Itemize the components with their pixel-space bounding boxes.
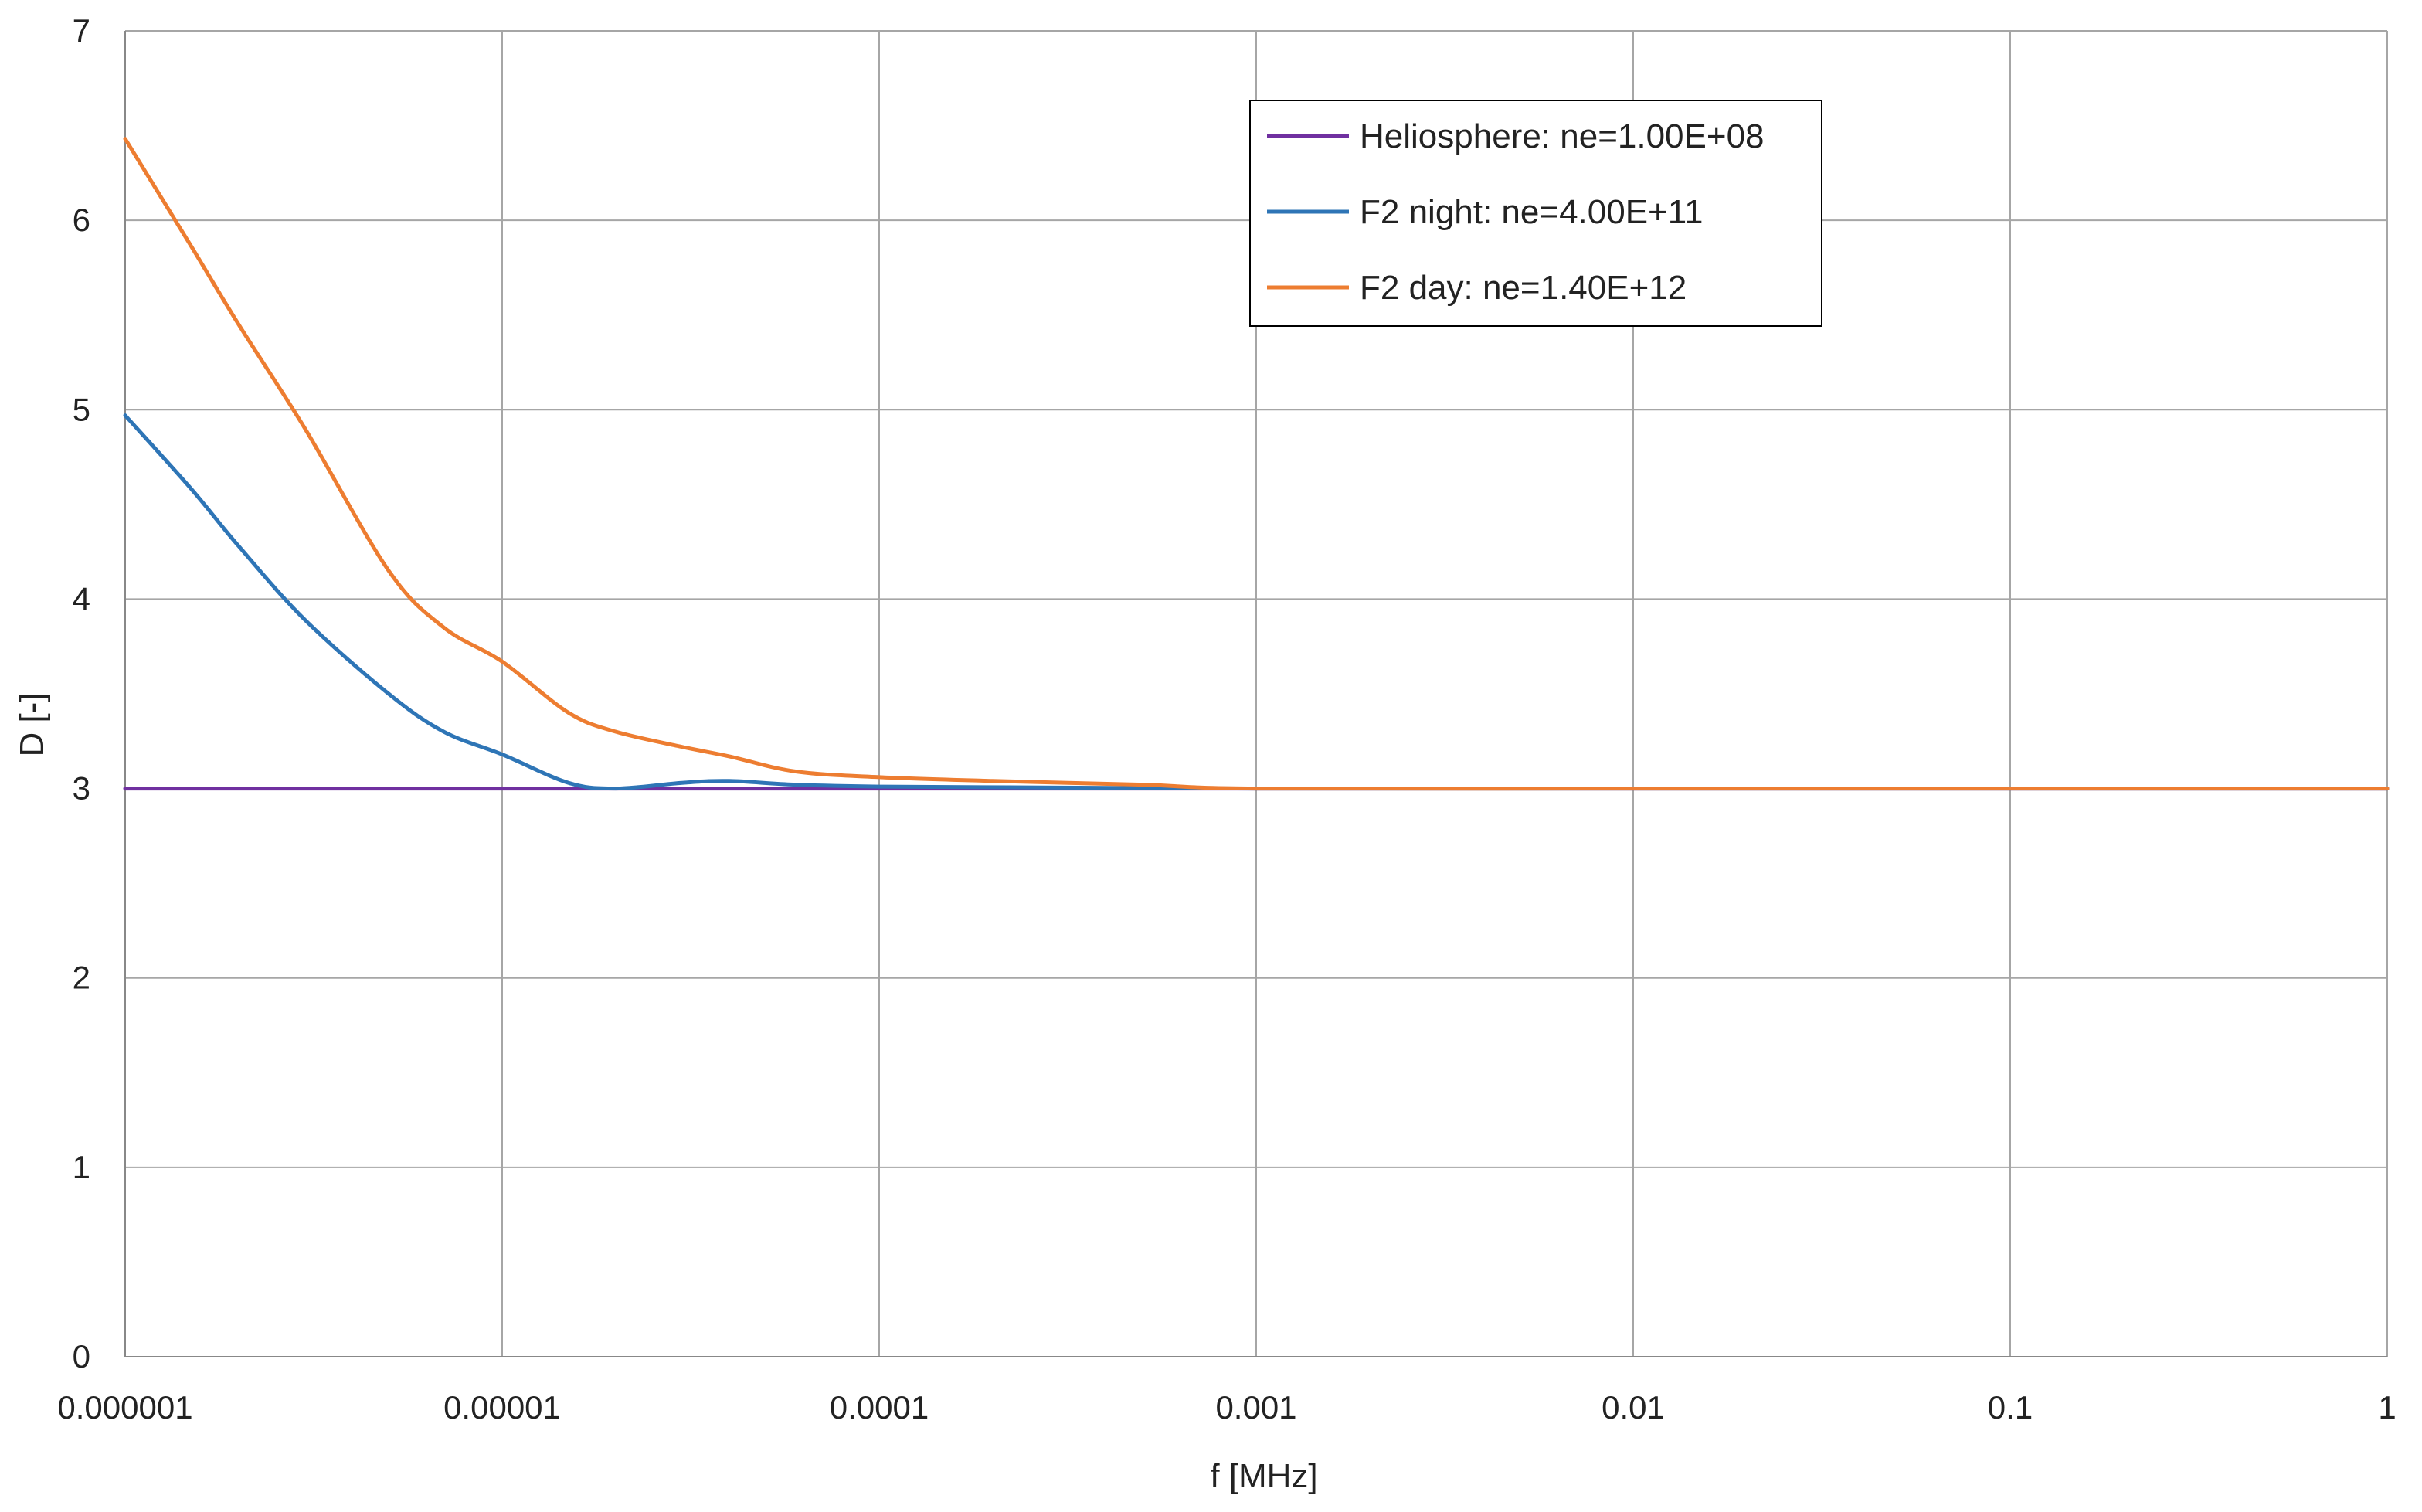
series-line-f2-day — [123, 137, 2390, 791]
x-axis-title: f [MHz] — [1210, 1457, 1317, 1495]
x-axis-ticks: 0.000001 0.00001 0.0001 0.001 0.01 0.1 1 — [57, 1389, 2396, 1425]
x-tick-label: 1 — [2378, 1389, 2396, 1425]
y-tick-label: 3 — [73, 770, 90, 807]
y-axis-ticks: 0 1 2 3 4 5 6 7 — [73, 12, 90, 1374]
legend-entry: F2 night: ne=4.00E+11 — [1360, 193, 1703, 231]
x-tick-label: 0.001 — [1215, 1389, 1296, 1425]
y-tick-label: 6 — [73, 202, 90, 238]
y-tick-label: 0 — [73, 1338, 90, 1374]
x-tick-label: 0.00001 — [443, 1389, 561, 1425]
y-tick-label: 5 — [73, 391, 90, 427]
x-tick-label: 0.1 — [1988, 1389, 2033, 1425]
y-tick-label: 2 — [73, 960, 90, 996]
y-tick-label: 7 — [73, 12, 90, 49]
x-tick-label: 0.01 — [1602, 1389, 1665, 1425]
y-axis-title: D [-] — [13, 692, 51, 756]
x-tick-label: 0.0001 — [830, 1389, 929, 1425]
y-tick-label: 1 — [73, 1149, 90, 1185]
legend: Heliosphere: ne=1.00E+08 F2 night: ne=4.0… — [1249, 100, 1822, 327]
x-tick-label: 0.000001 — [57, 1389, 192, 1425]
plot-area — [124, 31, 2387, 1357]
legend-entry: Heliosphere: ne=1.00E+08 — [1360, 117, 1765, 155]
y-tick-label: 4 — [73, 580, 90, 617]
series-lines — [123, 137, 2390, 791]
legend-entry: F2 day: ne=1.40E+12 — [1360, 269, 1687, 307]
